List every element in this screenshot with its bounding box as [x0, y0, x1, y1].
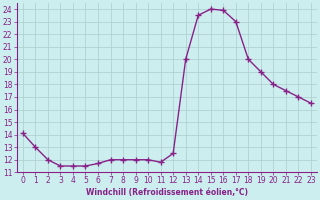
- X-axis label: Windchill (Refroidissement éolien,°C): Windchill (Refroidissement éolien,°C): [86, 188, 248, 197]
